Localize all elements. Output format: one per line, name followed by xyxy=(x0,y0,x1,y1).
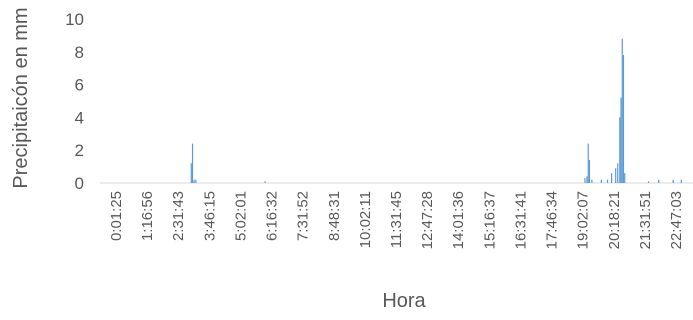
bar xyxy=(600,179,602,183)
bar xyxy=(620,97,622,183)
bar xyxy=(624,173,626,183)
bar xyxy=(264,181,266,183)
x-tick-label: 22:47:03 xyxy=(668,191,685,249)
bar xyxy=(190,163,192,183)
x-tick-label: 5:02:01 xyxy=(232,191,249,241)
x-tick-label: 20:18:21 xyxy=(606,191,623,249)
bar xyxy=(622,55,625,183)
bar xyxy=(191,143,194,183)
bar xyxy=(195,179,197,183)
y-tick-label: 0 xyxy=(75,174,84,193)
y-tick-label: 10 xyxy=(65,10,84,29)
bar xyxy=(617,163,619,183)
y-axis-title: Precipitaicón en mm xyxy=(10,7,32,188)
x-tick-label: 10:02:11 xyxy=(357,191,374,248)
x-tick-label: 11:31:45 xyxy=(388,191,405,248)
x-tick-label: 6:16:32 xyxy=(264,191,281,241)
bar xyxy=(193,179,195,183)
bar xyxy=(610,173,613,183)
y-axis-ticks: 0 2 4 6 8 10 xyxy=(65,10,84,193)
bar xyxy=(587,143,589,183)
bar xyxy=(619,117,621,183)
x-tick-label: 21:31:51 xyxy=(637,191,654,249)
x-tick-label: 8:48:31 xyxy=(326,191,343,241)
x-tick-label: 2:31:43 xyxy=(170,191,187,241)
x-tick-label: 7:31:52 xyxy=(295,191,312,241)
x-tick-label: 16:31:41 xyxy=(512,191,529,249)
x-tick-label: 0:01:25 xyxy=(108,191,125,241)
bar xyxy=(615,168,617,183)
x-tick-label: 17:46:34 xyxy=(544,191,561,249)
x-axis-ticks: 0:01:25 1:16:56 2:31:43 3:46:15 5:02:01 6:16:… xyxy=(108,191,685,249)
bar xyxy=(658,179,660,183)
bars-group xyxy=(190,38,682,184)
bar xyxy=(621,38,623,184)
bar xyxy=(586,176,588,183)
bar xyxy=(584,178,586,183)
x-tick-label: 1:16:56 xyxy=(139,191,156,241)
bar xyxy=(588,160,591,183)
y-tick-label: 6 xyxy=(75,76,84,95)
x-tick-label: 12:47:28 xyxy=(419,191,436,249)
bar xyxy=(606,179,609,183)
x-tick-label: 3:46:15 xyxy=(201,191,218,241)
y-tick-label: 2 xyxy=(75,141,84,160)
y-tick-label: 4 xyxy=(75,108,84,127)
bar xyxy=(647,181,650,183)
bar xyxy=(680,179,682,183)
y-tick-label: 8 xyxy=(75,43,84,62)
x-axis-title: Hora xyxy=(382,290,426,312)
x-tick-label: 19:02:07 xyxy=(575,191,592,249)
bar xyxy=(591,179,593,183)
x-tick-label: 15:16:37 xyxy=(481,191,498,249)
x-tick-label: 14:01:36 xyxy=(450,191,467,249)
bar xyxy=(672,179,674,183)
